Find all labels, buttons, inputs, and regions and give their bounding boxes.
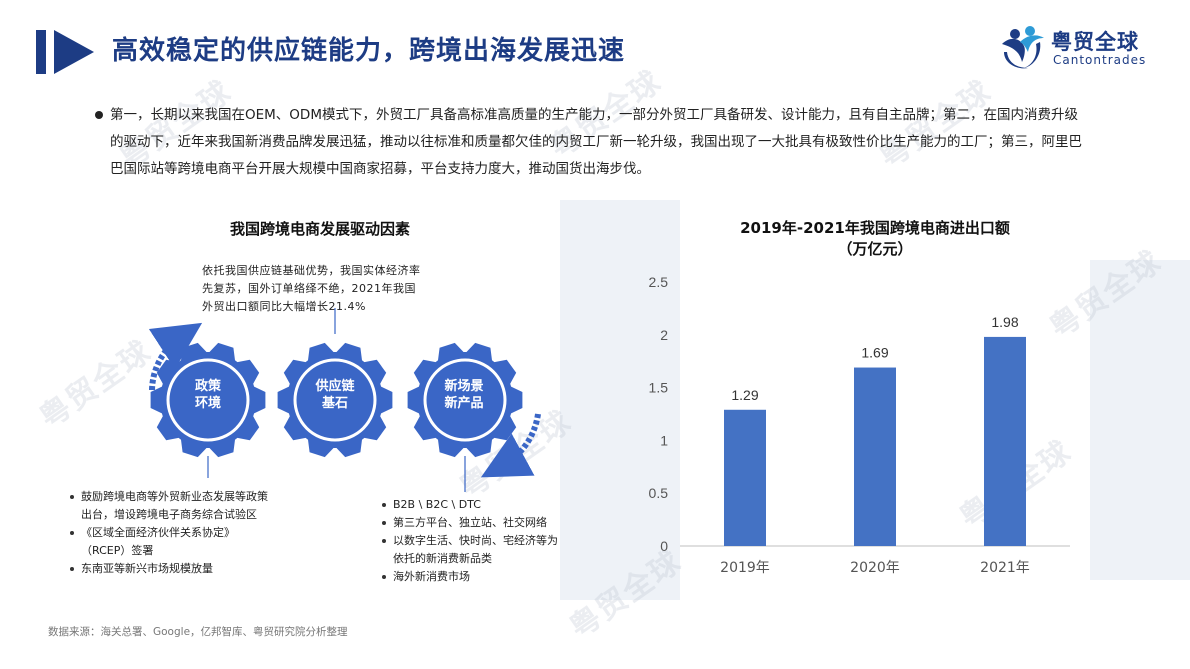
new-scenario-list: B2B \ B2C \ DTC 第三方平台、独立站、社交网络 以数字生活、快时尚… <box>380 496 610 586</box>
background-building-shape <box>560 200 680 600</box>
intro-paragraph: 第一，长期以来我国在OEM、ODM模式下，外贸工厂具备高标准高质量的生产能力，一… <box>110 107 1082 177</box>
gear-inner-ring <box>166 358 250 442</box>
bar <box>984 336 1026 546</box>
y-tick-label: 0 <box>660 538 668 554</box>
title-arrow-icon <box>36 30 94 74</box>
bar <box>724 409 766 546</box>
policy-list: 鼓励跨境电商等外贸新业态发展等政策 出台，增设跨境电子商务综合试验区 《区域全面… <box>68 488 318 578</box>
intro-bullet-icon <box>95 111 103 119</box>
globe-people-logo-icon <box>1002 26 1044 69</box>
list-item: （RCEP）签署 <box>81 544 154 557</box>
list-item: 依托的新消费新品类 <box>393 552 492 565</box>
gear-label-new-scenario: 新场景 新产品 <box>444 379 484 411</box>
logo-name-cn: 粤贸全球 <box>1051 30 1139 54</box>
y-tick-label: 1 <box>660 432 668 448</box>
bar-value-label: 1.98 <box>991 314 1018 330</box>
bar-value-label: 1.29 <box>731 387 758 403</box>
list-item: B2B \ B2C \ DTC <box>380 496 610 514</box>
gear-inner-ring <box>293 358 377 442</box>
list-item: 东南亚等新兴市场规模放量 <box>68 560 318 578</box>
company-logo: 粤贸全球 Cantontrades <box>998 22 1158 74</box>
gear-label-policy: 政策 环境 <box>194 379 221 411</box>
bar-chart: 0 0.5 1 1.5 2 2.5 1.29 2019年 1.69 2020年 1.98 2021年 <box>649 274 1070 576</box>
y-tick-label: 1.5 <box>649 380 669 396</box>
x-tick-label: 2019年 <box>720 560 770 576</box>
drivers-top-note: 依托我国供应链基础优势，我国实体经济率先复苏，国外订单络绎不绝，2021年我国外… <box>202 264 421 313</box>
gear-inner-ring <box>423 358 507 442</box>
background-building-shape <box>1090 260 1190 580</box>
bar-value-label: 1.69 <box>861 345 888 361</box>
y-tick-label: 0.5 <box>649 485 669 501</box>
x-tick-label: 2021年 <box>980 560 1030 576</box>
y-tick-label: 2 <box>660 327 668 343</box>
drivers-title: 我国跨境电商发展驱动因素 <box>229 220 410 238</box>
rotation-arrow-right-icon <box>480 413 541 478</box>
list-item: 第三方平台、独立站、社交网络 <box>380 514 610 532</box>
list-item: 以数字生活、快时尚、宅经济等为 <box>380 532 610 550</box>
gears-diagram <box>148 308 541 492</box>
list-item: 鼓励跨境电商等外贸新业态发展等政策 <box>68 488 318 506</box>
chart-title: 2019年-2021年我国跨境电商进出口额 （万亿元） <box>740 219 1010 258</box>
gear-label-supply-chain: 供应链 基石 <box>315 379 355 411</box>
list-item: 海外新消费市场 <box>380 568 610 586</box>
bar <box>854 367 896 546</box>
list-item: 《区域全面经济伙伴关系协定》 <box>68 524 318 542</box>
y-tick-label: 2.5 <box>649 274 669 290</box>
page-title: 高效稳定的供应链能力，跨境出海发展迅速 <box>112 36 626 66</box>
x-tick-label: 2020年 <box>850 560 900 576</box>
data-source: 数据来源：海关总署、Google，亿邦智库、粤贸研究院分析整理 <box>48 626 348 638</box>
list-item: 出台，增设跨境电子商务综合试验区 <box>81 508 257 521</box>
logo-name-en: Cantontrades <box>1053 53 1147 67</box>
